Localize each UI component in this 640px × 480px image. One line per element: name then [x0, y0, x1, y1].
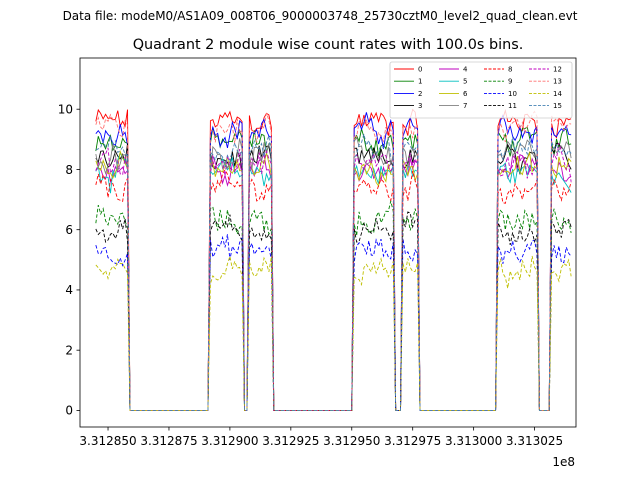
chart-title: Quadrant 2 module wise count rates with … [133, 37, 524, 53]
suptitle: Data file: modeM0/AS1A09_008T06_90000037… [63, 9, 578, 23]
legend-label-14: 14 [553, 90, 562, 98]
y-tick-label-10: 10 [58, 103, 73, 117]
x-offset-label: 1e8 [552, 455, 575, 469]
y-tick-label-2: 2 [65, 343, 73, 357]
legend-label-4: 4 [463, 66, 468, 74]
x-tick-label-3.313000: 3.313000 [445, 434, 502, 448]
series-line-15 [95, 133, 572, 411]
legend-label-10: 10 [508, 90, 517, 98]
legend-label-7: 7 [463, 102, 467, 110]
y-tick-label-4: 4 [65, 283, 73, 297]
x-axis: 3.312850 3.312875 3.312900 3.312925 3.312950… [79, 427, 563, 448]
legend-label-13: 13 [553, 78, 562, 86]
x-tick-label-3.312875: 3.312875 [140, 434, 197, 448]
legend-label-9: 9 [508, 78, 512, 86]
axes-frame [79, 57, 577, 428]
legend-label-6: 6 [463, 90, 468, 98]
legend-label-11: 11 [508, 102, 517, 110]
legend-label-0: 0 [418, 66, 422, 74]
x-tick-label-3.312850: 3.312850 [79, 434, 136, 448]
x-tick-label-3.312975: 3.312975 [384, 434, 441, 448]
legend-box [389, 61, 573, 119]
legend-label-8: 8 [508, 66, 512, 74]
legend-label-12: 12 [553, 66, 562, 74]
y-tick-label-8: 8 [65, 163, 73, 177]
x-tick-label-3.312900: 3.312900 [201, 434, 258, 448]
legend-label-3: 3 [418, 102, 422, 110]
legend-label-1: 1 [418, 78, 422, 86]
y-tick-label-6: 6 [65, 223, 73, 237]
x-tick-label-3.312950: 3.312950 [323, 434, 380, 448]
legend-label-5: 5 [463, 78, 467, 86]
legend-label-2: 2 [418, 90, 422, 98]
legend-label-15: 15 [553, 102, 562, 110]
x-tick-label-3.313025: 3.313025 [506, 434, 563, 448]
y-tick-label-0: 0 [65, 404, 73, 418]
series-layer [95, 108, 572, 411]
x-tick-label-3.312925: 3.312925 [262, 434, 319, 448]
y-axis: 0 2 4 6 8 10 [58, 103, 80, 418]
